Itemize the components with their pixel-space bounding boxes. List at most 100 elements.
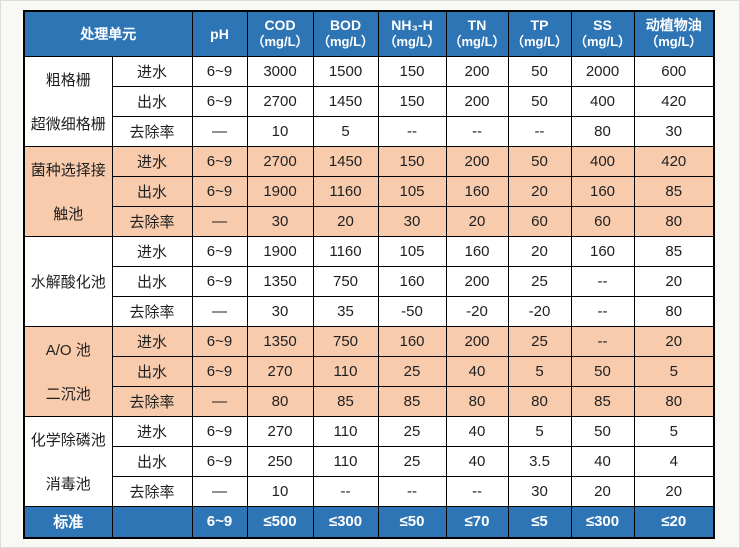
- cell-cod: 30: [246, 295, 314, 327]
- cell-ph: 6~9: [191, 325, 248, 357]
- table-row: 菌种选择接 触池 进水 6~9 2700 1450 150 200 50 400…: [23, 145, 715, 237]
- cell-tn: 200: [445, 145, 509, 177]
- cell-bod: 1160: [312, 175, 379, 207]
- cell-oil: 4: [633, 445, 715, 477]
- group-name-line: 水解酸化池: [30, 273, 106, 291]
- cell-tn: 40: [445, 415, 509, 447]
- cell-oil: 20: [633, 325, 715, 357]
- cell-cod: 2700: [246, 145, 314, 177]
- cell-ph: 6~9: [191, 85, 248, 117]
- cell-ph: —: [191, 115, 248, 147]
- cell-ss: 85: [570, 385, 635, 417]
- cell-ss: 20: [570, 475, 635, 507]
- cell-nh3h: 150: [377, 85, 447, 117]
- header-bod: BOD （mg/L）: [312, 10, 379, 57]
- table-row: A/O 池 二沉池 进水 6~9 1350 750 160 200 25 -- …: [23, 325, 715, 417]
- header-tn: TN （mg/L）: [445, 10, 509, 57]
- cell-tp: ≤5: [507, 505, 572, 539]
- table-footer: 标准 6~9 ≤500 ≤300 ≤50 ≤70 ≤5 ≤300 ≤20: [23, 505, 715, 539]
- cell-bod: 20: [312, 205, 379, 237]
- cell-cod: 10: [246, 115, 314, 147]
- cell-tn: 160: [445, 175, 509, 207]
- header-oil: 动植物油 （mg/L）: [633, 10, 715, 57]
- cell-ph: 6~9: [191, 235, 248, 267]
- header-ss: SS （mg/L）: [570, 10, 635, 57]
- group-name-line: 粗格栅: [45, 71, 91, 89]
- cell-cod: 10: [246, 475, 314, 507]
- cell-oil: 420: [633, 85, 715, 117]
- group-name-line: 超微细格栅: [30, 115, 106, 133]
- cell-tn: 20: [445, 205, 509, 237]
- cell-cod: 2700: [246, 85, 314, 117]
- cell-nh3h: 25: [377, 355, 447, 387]
- cell-tn: 200: [445, 85, 509, 117]
- cell-oil: 20: [633, 475, 715, 507]
- row-label: 去除率: [111, 385, 193, 417]
- cell-bod: 1450: [312, 85, 379, 117]
- cell-ss: 400: [570, 145, 635, 177]
- row-label: 进水: [111, 55, 193, 87]
- cell-tn: 200: [445, 55, 509, 87]
- cell-cod: 1350: [246, 265, 314, 297]
- cell-tn: 160: [445, 235, 509, 267]
- group-name-cell: 水解酸化池: [23, 235, 113, 327]
- header-row: 处理单元 pH COD （mg/L） BOD （mg/L） NH₃-H （mg/L） …: [23, 10, 715, 57]
- row-label: 进水: [111, 325, 193, 357]
- cell-tp: 80: [507, 385, 572, 417]
- cell-nh3h: --: [377, 115, 447, 147]
- cell-tn: ≤70: [445, 505, 509, 539]
- cell-ph: 6~9: [191, 175, 248, 207]
- cell-ss: 160: [570, 235, 635, 267]
- cell-ss: 50: [570, 355, 635, 387]
- table-row: 出水 6~9 1350 750 160 200 25 -- 20: [24, 265, 715, 297]
- cell-oil: 85: [633, 175, 715, 207]
- cell-tp: --: [507, 115, 572, 147]
- cell-bod: 110: [312, 355, 379, 387]
- cell-nh3h: 160: [377, 325, 447, 357]
- cell-ss: --: [570, 265, 635, 297]
- cell-oil: 20: [633, 265, 715, 297]
- row-label: 出水: [111, 355, 193, 387]
- cell-ph: —: [191, 205, 248, 237]
- cell-tp: 25: [507, 265, 572, 297]
- cell-tn: 80: [445, 385, 509, 417]
- row-label: 出水: [111, 265, 193, 297]
- table-row: 出水 6~9 1900 1160 105 160 20 160 85: [24, 175, 715, 207]
- cell-tn: --: [445, 475, 509, 507]
- cell-cod: 30: [246, 205, 314, 237]
- header-nh3h: NH₃-H （mg/L）: [377, 10, 447, 57]
- group-name-line: 消毒池: [45, 475, 91, 493]
- cell-bod: 110: [312, 445, 379, 477]
- cell-tp: 50: [507, 145, 572, 177]
- cell-bod: 750: [312, 325, 379, 357]
- cell-ss: 60: [570, 205, 635, 237]
- cell-ss: 2000: [570, 55, 635, 87]
- group-name-cell: 粗格栅 超微细格栅: [23, 55, 113, 147]
- row-label: 进水: [111, 145, 193, 177]
- group-name-cell: A/O 池 二沉池: [23, 325, 113, 417]
- cell-cod: 3000: [246, 55, 314, 87]
- cell-nh3h: 150: [377, 55, 447, 87]
- cell-tp: 60: [507, 205, 572, 237]
- cell-cod: 250: [246, 445, 314, 477]
- row-label: 去除率: [111, 475, 193, 507]
- cell-oil: 80: [633, 205, 715, 237]
- cell-oil: 5: [633, 415, 715, 447]
- row-label: 出水: [111, 175, 193, 207]
- cell-oil: ≤20: [633, 505, 715, 539]
- table-row: 化学除磷池 消毒池 进水 6~9 270 110 25 40 5 50 5: [23, 415, 715, 507]
- cell-ph: 6~9: [191, 265, 248, 297]
- standard-label: 标准: [23, 505, 113, 539]
- cell-ss: ≤300: [570, 505, 635, 539]
- cell-tn: 200: [445, 325, 509, 357]
- cell-ph: 6~9: [191, 505, 248, 539]
- cell-ss: 400: [570, 85, 635, 117]
- cell-ph: 6~9: [191, 355, 248, 387]
- cell-tp: 25: [507, 325, 572, 357]
- cell-tp: -20: [507, 295, 572, 327]
- cell-ph: 6~9: [191, 415, 248, 447]
- group-name-line: 化学除磷池: [30, 431, 106, 449]
- table-row: 出水 6~9 250 110 25 40 3.5 40 4: [24, 445, 715, 477]
- group-name-cell: 化学除磷池 消毒池: [23, 415, 113, 507]
- row-label: 出水: [111, 85, 193, 117]
